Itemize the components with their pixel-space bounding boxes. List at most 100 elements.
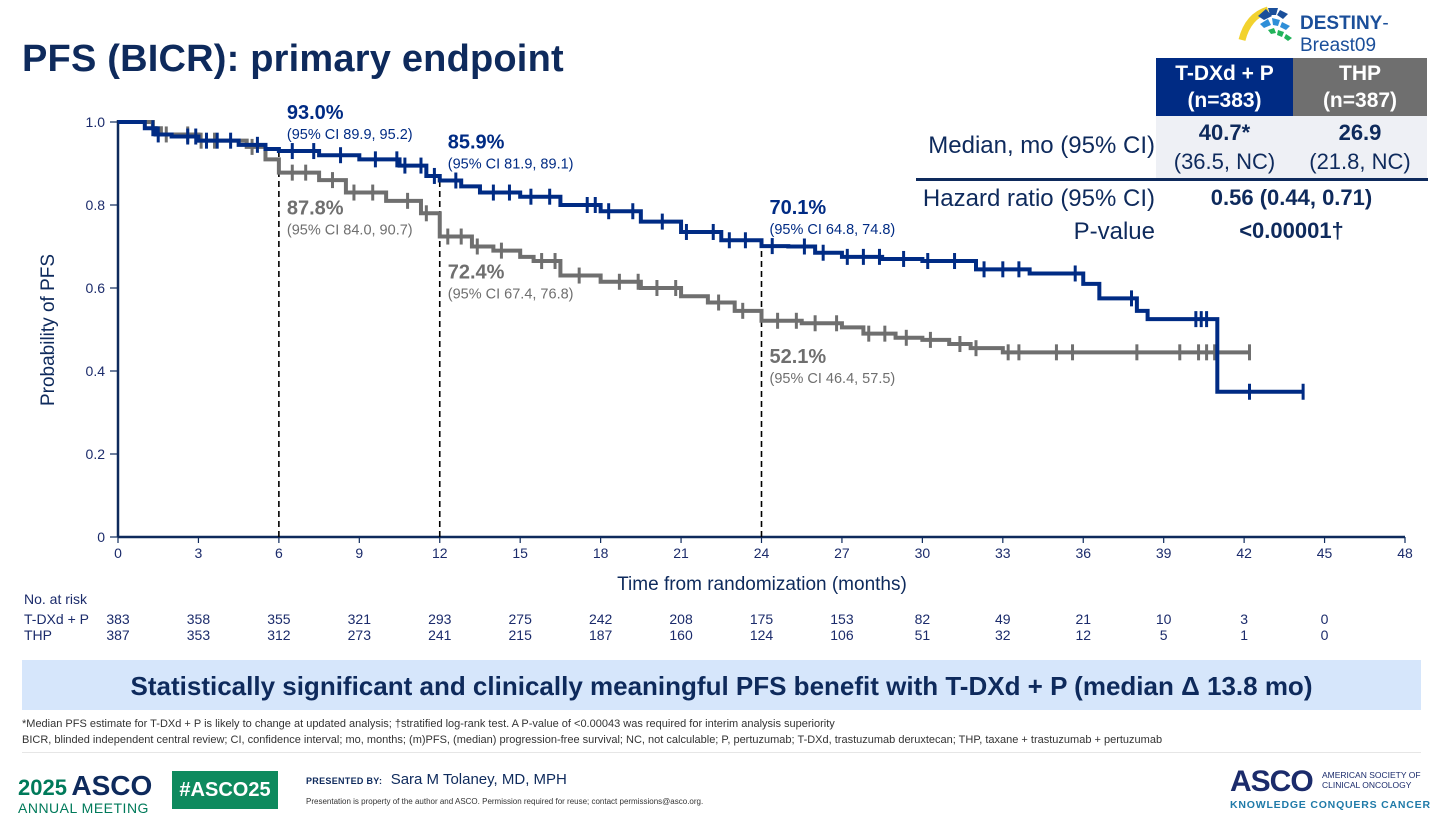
risk-count: 21 [1075, 611, 1092, 627]
x-tick-label: 0 [114, 545, 122, 561]
annotation-ci: (95% CI 89.9, 95.2) [287, 127, 413, 143]
km-curves [118, 120, 1305, 400]
x-tick-label: 45 [1317, 545, 1333, 561]
risk-count: 10 [1155, 611, 1172, 627]
x-tick-label: 33 [995, 545, 1011, 561]
risk-count: 353 [186, 627, 211, 643]
risk-count: 106 [830, 627, 854, 643]
property-notice: Presentation is property of the author a… [306, 797, 704, 806]
median-arm-b: 26.9 (21.8, NC) [1293, 118, 1427, 176]
y-tick-label: 0.6 [86, 280, 106, 296]
x-tick-label: 3 [195, 545, 203, 561]
median-a-ci: (36.5, NC) [1173, 149, 1276, 174]
risk-count: 153 [830, 611, 854, 627]
asco-full-line1: AMERICAN SOCIETY OF [1322, 770, 1421, 780]
asco-wordmark: ASCO [1230, 765, 1314, 798]
page-title: PFS (BICR): primary endpoint [22, 38, 564, 80]
p-value-label: P-value [1073, 218, 1155, 245]
risk-count: 208 [669, 611, 693, 627]
footer-divider [22, 752, 1421, 753]
x-tick-label: 9 [355, 545, 363, 561]
presented-by: PRESENTED BY: Sara M Tolaney, MD, MPH [306, 771, 567, 789]
risk-count: 51 [914, 627, 931, 643]
meeting-year: 2025 [18, 775, 67, 800]
annotation-ci: (95% CI 67.4, 76.8) [448, 287, 574, 303]
risk-count: 312 [267, 627, 291, 643]
annotation-ci: (95% CI 64.8, 74.8) [770, 222, 896, 238]
x-tick-label: 12 [432, 545, 448, 561]
hashtag-badge: #ASCO25 [172, 771, 278, 809]
risk-count: 293 [428, 611, 452, 627]
annotation-value: 52.1% [770, 346, 827, 368]
x-tick-label: 39 [1156, 545, 1172, 561]
meeting-sub: ANNUAL MEETING [18, 800, 149, 816]
median-row-bg [1156, 116, 1427, 178]
median-a-value: 40.7* [1198, 120, 1251, 145]
presented-by-label: PRESENTED BY: [306, 776, 383, 786]
x-tick-label: 24 [754, 545, 770, 561]
median-b-ci: (21.8, NC) [1309, 149, 1411, 174]
risk-count: 321 [347, 611, 371, 627]
p-value-value: <0.00001† [1239, 218, 1344, 243]
annotation-value: 87.8% [287, 198, 344, 220]
risk-count: 124 [749, 627, 774, 643]
x-tick-label: 27 [834, 545, 850, 561]
footnote-1: *Median PFS estimate for T-DXd + P is li… [22, 718, 835, 730]
x-tick-label: 6 [275, 545, 283, 561]
risk-count: 3 [1240, 611, 1249, 627]
y-tick-label: 0 [97, 529, 105, 545]
median-label: Median, mo (95% CI) [928, 132, 1155, 159]
logo-suffix: -Breast09 [1300, 13, 1389, 56]
x-tick-label: 48 [1397, 545, 1413, 561]
stats-table: T-DXd + P (n=383) THP (n=387) Median, mo… [900, 58, 1443, 248]
hazard-ratio-value: 0.56 (0.44, 0.71) [1210, 185, 1373, 210]
asco-full-name: AMERICAN SOCIETY OF CLINICAL ONCOLOGY [1322, 770, 1421, 790]
annotation-ci: (95% CI 46.4, 57.5) [770, 371, 896, 387]
annotation-value: 72.4% [448, 262, 505, 284]
risk-count: 187 [588, 627, 613, 643]
asco-logo: ASCO AMERICAN SOCIETY OF CLINICAL ONCOLO… [1230, 765, 1430, 815]
x-tick-label: 15 [512, 545, 528, 561]
conclusion-banner: Statistically significant and clinically… [22, 660, 1421, 710]
risk-count: 215 [508, 627, 532, 643]
asco-full-line2: CLINICAL ONCOLOGY [1322, 780, 1412, 790]
annotation-ci: (95% CI 81.9, 89.1) [448, 157, 574, 173]
destiny-breast09-logo: DESTINY-Breast09 [1238, 4, 1443, 56]
y-tick-label: 0.2 [86, 446, 106, 462]
y-tick-label: 0.4 [86, 363, 106, 379]
risk-count: 0 [1320, 627, 1329, 643]
annotation-ci: (95% CI 84.0, 90.7) [287, 223, 413, 239]
annotation-value: 85.9% [448, 132, 505, 154]
y-tick-label: 0.8 [86, 197, 106, 213]
meeting-org: ASCO [71, 770, 153, 801]
risk-count: 0 [1320, 611, 1329, 627]
footnote-2: BICR, blinded independent central review… [22, 734, 1163, 746]
km-curve-tdxd-p [118, 120, 1304, 394]
destiny-arc-logo-icon [1238, 6, 1292, 41]
asco-annual-meeting-logo: 2025 ASCO ANNUAL MEETING [18, 770, 153, 816]
risk-count: 358 [186, 611, 211, 627]
median-arm-a: 40.7* (36.5, NC) [1156, 118, 1293, 176]
risk-count: 383 [106, 611, 130, 627]
km-curve-thp [118, 120, 1250, 355]
risk-count: 12 [1075, 627, 1092, 643]
y-tick-label: 1.0 [86, 114, 106, 130]
risk-count: 241 [428, 627, 452, 643]
risk-count: 273 [347, 627, 371, 643]
risk-row-label: THP [24, 627, 52, 643]
x-tick-label: 36 [1075, 545, 1091, 561]
x-tick-label: 42 [1236, 545, 1252, 561]
risk-count: 242 [588, 611, 613, 627]
x-tick-label: 21 [673, 545, 689, 561]
arm-b-name: THP [1339, 62, 1381, 85]
hazard-ratio-label: Hazard ratio (95% CI) [922, 185, 1155, 212]
x-tick-label: 18 [593, 545, 609, 561]
arm-a-name: T-DXd + P [1175, 62, 1274, 85]
annotation-value: 70.1% [770, 197, 827, 219]
arm-a-header: T-DXd + P (n=383) [1156, 58, 1293, 116]
presenter-name: Sara M Tolaney, MD, MPH [390, 771, 567, 788]
risk-count: 160 [669, 627, 693, 643]
logo-prefix: DESTINY [1300, 13, 1383, 34]
risk-count: 355 [267, 611, 291, 627]
x-axis-label: Time from randomization (months) [617, 574, 907, 595]
